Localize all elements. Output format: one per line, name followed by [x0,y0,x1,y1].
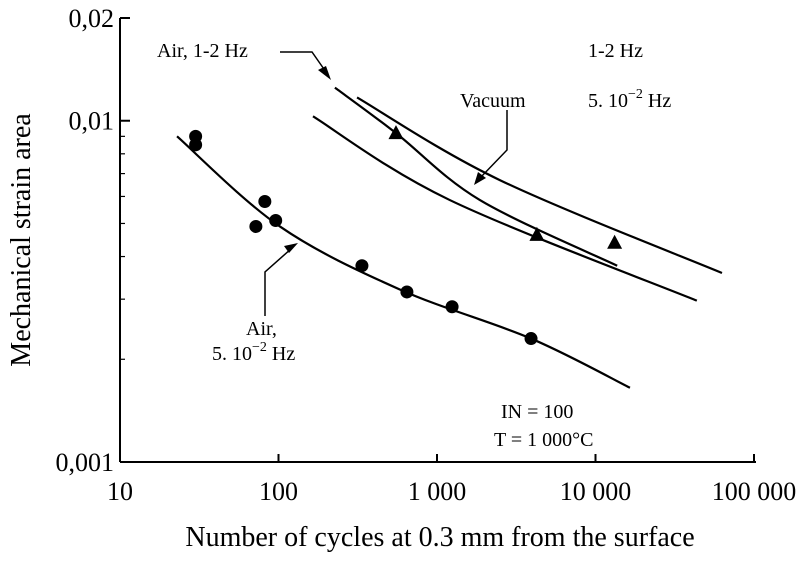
y-tick-label: 0,001 [56,448,115,477]
x-tick-label: 100 000 [712,477,797,506]
triangle-point [607,234,623,249]
x-tick-label: 10 000 [560,477,632,506]
annotation-text: 5. 10 [588,90,628,112]
y-tick-label: 0,01 [69,107,115,136]
circle-point [189,138,203,152]
annotation: 5. 10−2 Hz [212,340,295,365]
arrow-heads [284,66,486,253]
annotation: 5. 10−2 Hz [588,87,671,112]
arrow-head [474,172,486,185]
x-tick-label: 1 000 [408,477,467,506]
annotation-text: IN = 100 [501,401,573,423]
annotation: Air, [246,318,277,340]
annotation: IN = 100 [501,401,573,423]
annotation: Air, 1-2 Hz [157,40,248,62]
circle-point [249,219,263,233]
annotation-text: Hz [272,343,295,365]
annotation: T = 1 000°C [494,429,593,451]
circle-point [269,214,283,228]
arrow-head [318,66,331,80]
leader-lines [264,51,508,316]
circle-point [258,194,272,208]
x-axis-label: Number of cycles at 0.3 mm from the surf… [185,522,694,553]
annotation-text: Vacuum [460,90,526,112]
annotation-text: Air, [246,318,277,340]
annotation-superscript: −2 [252,340,267,355]
leader-line [280,51,327,73]
y-axis-label: Mechanical strain area [6,113,37,367]
x-tick-label: 10 [107,477,133,506]
circle-point [355,259,369,273]
annotation-superscript: −2 [628,87,643,102]
annotation-text: Air, 1-2 Hz [157,40,248,62]
fit-curve [334,86,618,267]
annotation-text: 5. 10 [212,343,252,365]
annotation: 1-2 Hz [588,40,643,62]
fit-curve [312,115,698,302]
leader-line [479,110,508,179]
fit-curve [356,96,723,274]
annotation: Vacuum [460,90,526,112]
annotation-text: Hz [648,90,671,112]
fit-curve [176,135,631,389]
x-tick-label: 100 [259,477,298,506]
annotation-text: 1-2 Hz [588,40,643,62]
leader-line [264,247,293,316]
annotation-text: T = 1 000°C [494,429,593,451]
y-tick-label: 0,02 [69,4,115,33]
arrow-head [284,243,298,253]
triangle-point [529,226,545,241]
